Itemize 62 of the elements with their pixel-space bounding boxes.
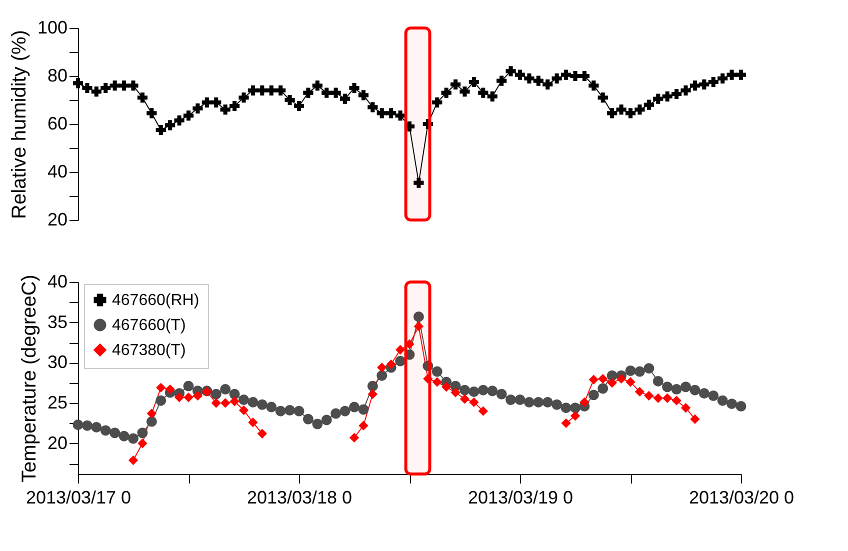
point [358,420,368,430]
y-tick-label: 60 [47,114,68,134]
x-tick-label: 2013/03/17 0 [26,488,132,508]
point [644,390,654,401]
point [184,392,194,402]
point [469,397,479,408]
point [395,344,406,355]
y-tick-label: 35 [47,312,68,332]
point [220,398,230,408]
point [257,428,268,439]
point [570,411,580,421]
legend-label: 467380(T) [112,342,186,359]
point [423,374,433,384]
point [165,384,175,394]
point [626,377,636,387]
point [450,388,460,398]
point [128,455,138,466]
point [211,398,221,408]
point [156,382,166,393]
point [680,403,691,413]
y-tick-label: 25 [47,392,68,413]
point [690,414,700,424]
point [478,406,488,416]
point [377,362,387,372]
point [561,418,571,428]
point [588,374,599,384]
point [230,396,240,406]
y-tick-label: 20 [47,210,68,230]
y-tick-label: 100 [37,18,68,38]
point [634,386,645,397]
point [432,377,442,387]
y-tick-label: 30 [47,352,68,372]
y-tick-label: 40 [47,162,68,182]
point [386,359,396,370]
legend-label: 467660(T) [112,317,186,334]
point [441,382,452,392]
y-axis-title: Temperature (degreeC) [18,274,40,482]
point [174,392,184,402]
y-tick-label: 40 [47,272,68,292]
point [349,432,360,443]
point [238,405,249,416]
x-tick-label: 2013/03/19 0 [468,488,574,508]
x-tick-label: 2013/03/18 0 [246,488,352,508]
point [653,393,663,404]
legend-label: 467660(RH) [112,292,200,309]
point [192,390,203,401]
point [672,396,682,406]
point [460,394,470,404]
point [607,378,617,388]
point [580,397,590,408]
point [138,438,148,448]
point [662,393,672,404]
point [598,374,608,384]
point [146,408,157,418]
point [368,389,378,399]
y-tick-label: 20 [47,432,68,453]
y-tick-label: 80 [47,66,68,86]
point [616,374,626,384]
point [414,322,424,332]
y-axis-title: Relative humidity (%) [8,30,30,219]
x-tick-label: 2013/03/20 0 [688,488,794,508]
point [248,418,258,428]
